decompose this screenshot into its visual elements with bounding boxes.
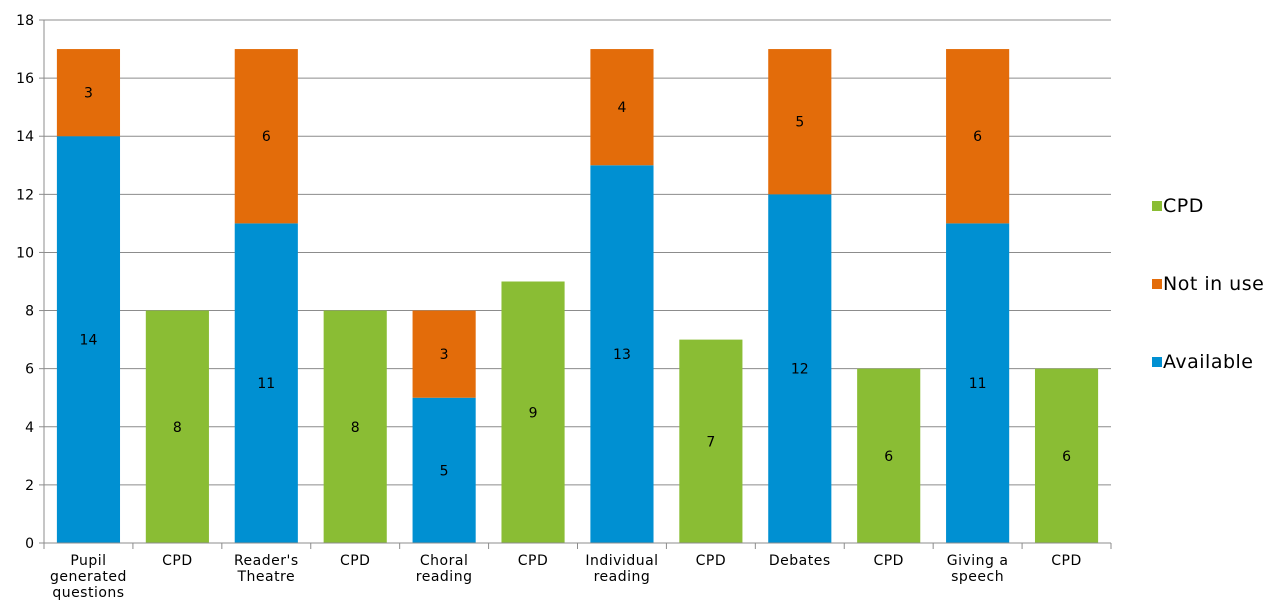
- data-label: 3: [440, 347, 449, 363]
- y-tick-label: 4: [25, 420, 34, 436]
- bar-available: [234, 223, 298, 543]
- legend-swatch-not-in-use: [1152, 279, 1162, 289]
- data-label: 6: [262, 129, 271, 145]
- legend-swatch-available: [1152, 357, 1162, 367]
- data-label: 12: [791, 362, 809, 378]
- data-label: 11: [969, 376, 987, 392]
- x-category-label: reading: [416, 569, 473, 585]
- y-tick-label: 2: [25, 478, 34, 494]
- x-category-label: Theatre: [236, 569, 295, 585]
- x-category-label: questions: [52, 585, 124, 601]
- bar-available: [56, 136, 121, 543]
- bar-cpd: [501, 281, 565, 543]
- bar-available: [412, 397, 476, 543]
- data-label: 8: [351, 420, 360, 436]
- y-tick-label: 14: [16, 129, 34, 145]
- axes: [39, 19, 1112, 549]
- data-labels: 14 3 8 11 6 8 5 3 9 13 4 7 12 5 6 11 6 6: [80, 86, 1072, 480]
- bar-not-in-use: [412, 310, 476, 398]
- y-tick-label: 0: [25, 536, 34, 552]
- bar-not-in-use: [234, 49, 298, 224]
- bar-cpd: [679, 339, 743, 543]
- bar-not-in-use: [768, 49, 832, 195]
- bar-cpd: [323, 310, 387, 543]
- x-category-label: generated: [50, 569, 127, 585]
- x-category-label: speech: [951, 569, 1004, 585]
- data-label: 7: [706, 434, 715, 450]
- data-label: 8: [173, 420, 182, 436]
- bar-cpd: [1034, 368, 1099, 543]
- gridlines: [44, 19, 1111, 486]
- bar-not-in-use: [590, 49, 654, 166]
- legend-swatch-cpd: [1152, 201, 1162, 211]
- x-category-label: CPD: [340, 553, 371, 569]
- data-label: 6: [1062, 449, 1071, 465]
- data-label: 9: [529, 405, 538, 421]
- bars: [56, 49, 1099, 544]
- x-category-label: CPD: [873, 553, 904, 569]
- data-label: 13: [613, 347, 631, 363]
- x-category-label: reading: [594, 569, 651, 585]
- legend-label-available: Available: [1163, 351, 1254, 373]
- bar-cpd: [145, 310, 209, 543]
- data-label: 3: [84, 86, 93, 102]
- y-tick-label: 10: [16, 245, 34, 261]
- bar-not-in-use: [946, 49, 1010, 224]
- x-category-label: Reader's: [234, 553, 299, 569]
- bar-available: [946, 223, 1010, 543]
- bar-available: [590, 165, 654, 543]
- x-category-label: Choral: [420, 553, 468, 569]
- x-category-label: CPD: [162, 553, 193, 569]
- data-label: 14: [80, 333, 98, 349]
- y-tick-label: 6: [25, 362, 34, 378]
- y-tick-label: 12: [16, 187, 34, 203]
- x-category-label: Debates: [769, 553, 831, 569]
- legend: CPD Not in use Available: [1152, 195, 1264, 373]
- data-label: 11: [257, 376, 275, 392]
- data-label: 6: [884, 449, 893, 465]
- y-tick-label: 18: [16, 13, 34, 29]
- x-category-label: Pupil: [70, 553, 106, 569]
- data-label: 5: [440, 463, 449, 479]
- data-label: 6: [973, 129, 982, 145]
- x-category-label: Individual: [585, 553, 658, 569]
- y-tick-label: 8: [25, 304, 34, 320]
- x-category-label: CPD: [518, 553, 549, 569]
- bar-not-in-use: [56, 49, 121, 137]
- x-category-label: CPD: [696, 553, 727, 569]
- y-axis-tick-labels: 0 2 4 6 8 10 12 14 16 18: [16, 13, 34, 552]
- legend-label-not-in-use: Not in use: [1163, 273, 1264, 295]
- x-category-label: Giving a: [947, 553, 1009, 569]
- legend-label-cpd: CPD: [1163, 195, 1204, 217]
- data-label: 5: [795, 115, 804, 131]
- data-label: 4: [617, 100, 626, 116]
- bar-cpd: [857, 368, 921, 543]
- x-category-label: CPD: [1051, 553, 1082, 569]
- bar-available: [768, 194, 832, 544]
- y-tick-label: 16: [16, 71, 34, 87]
